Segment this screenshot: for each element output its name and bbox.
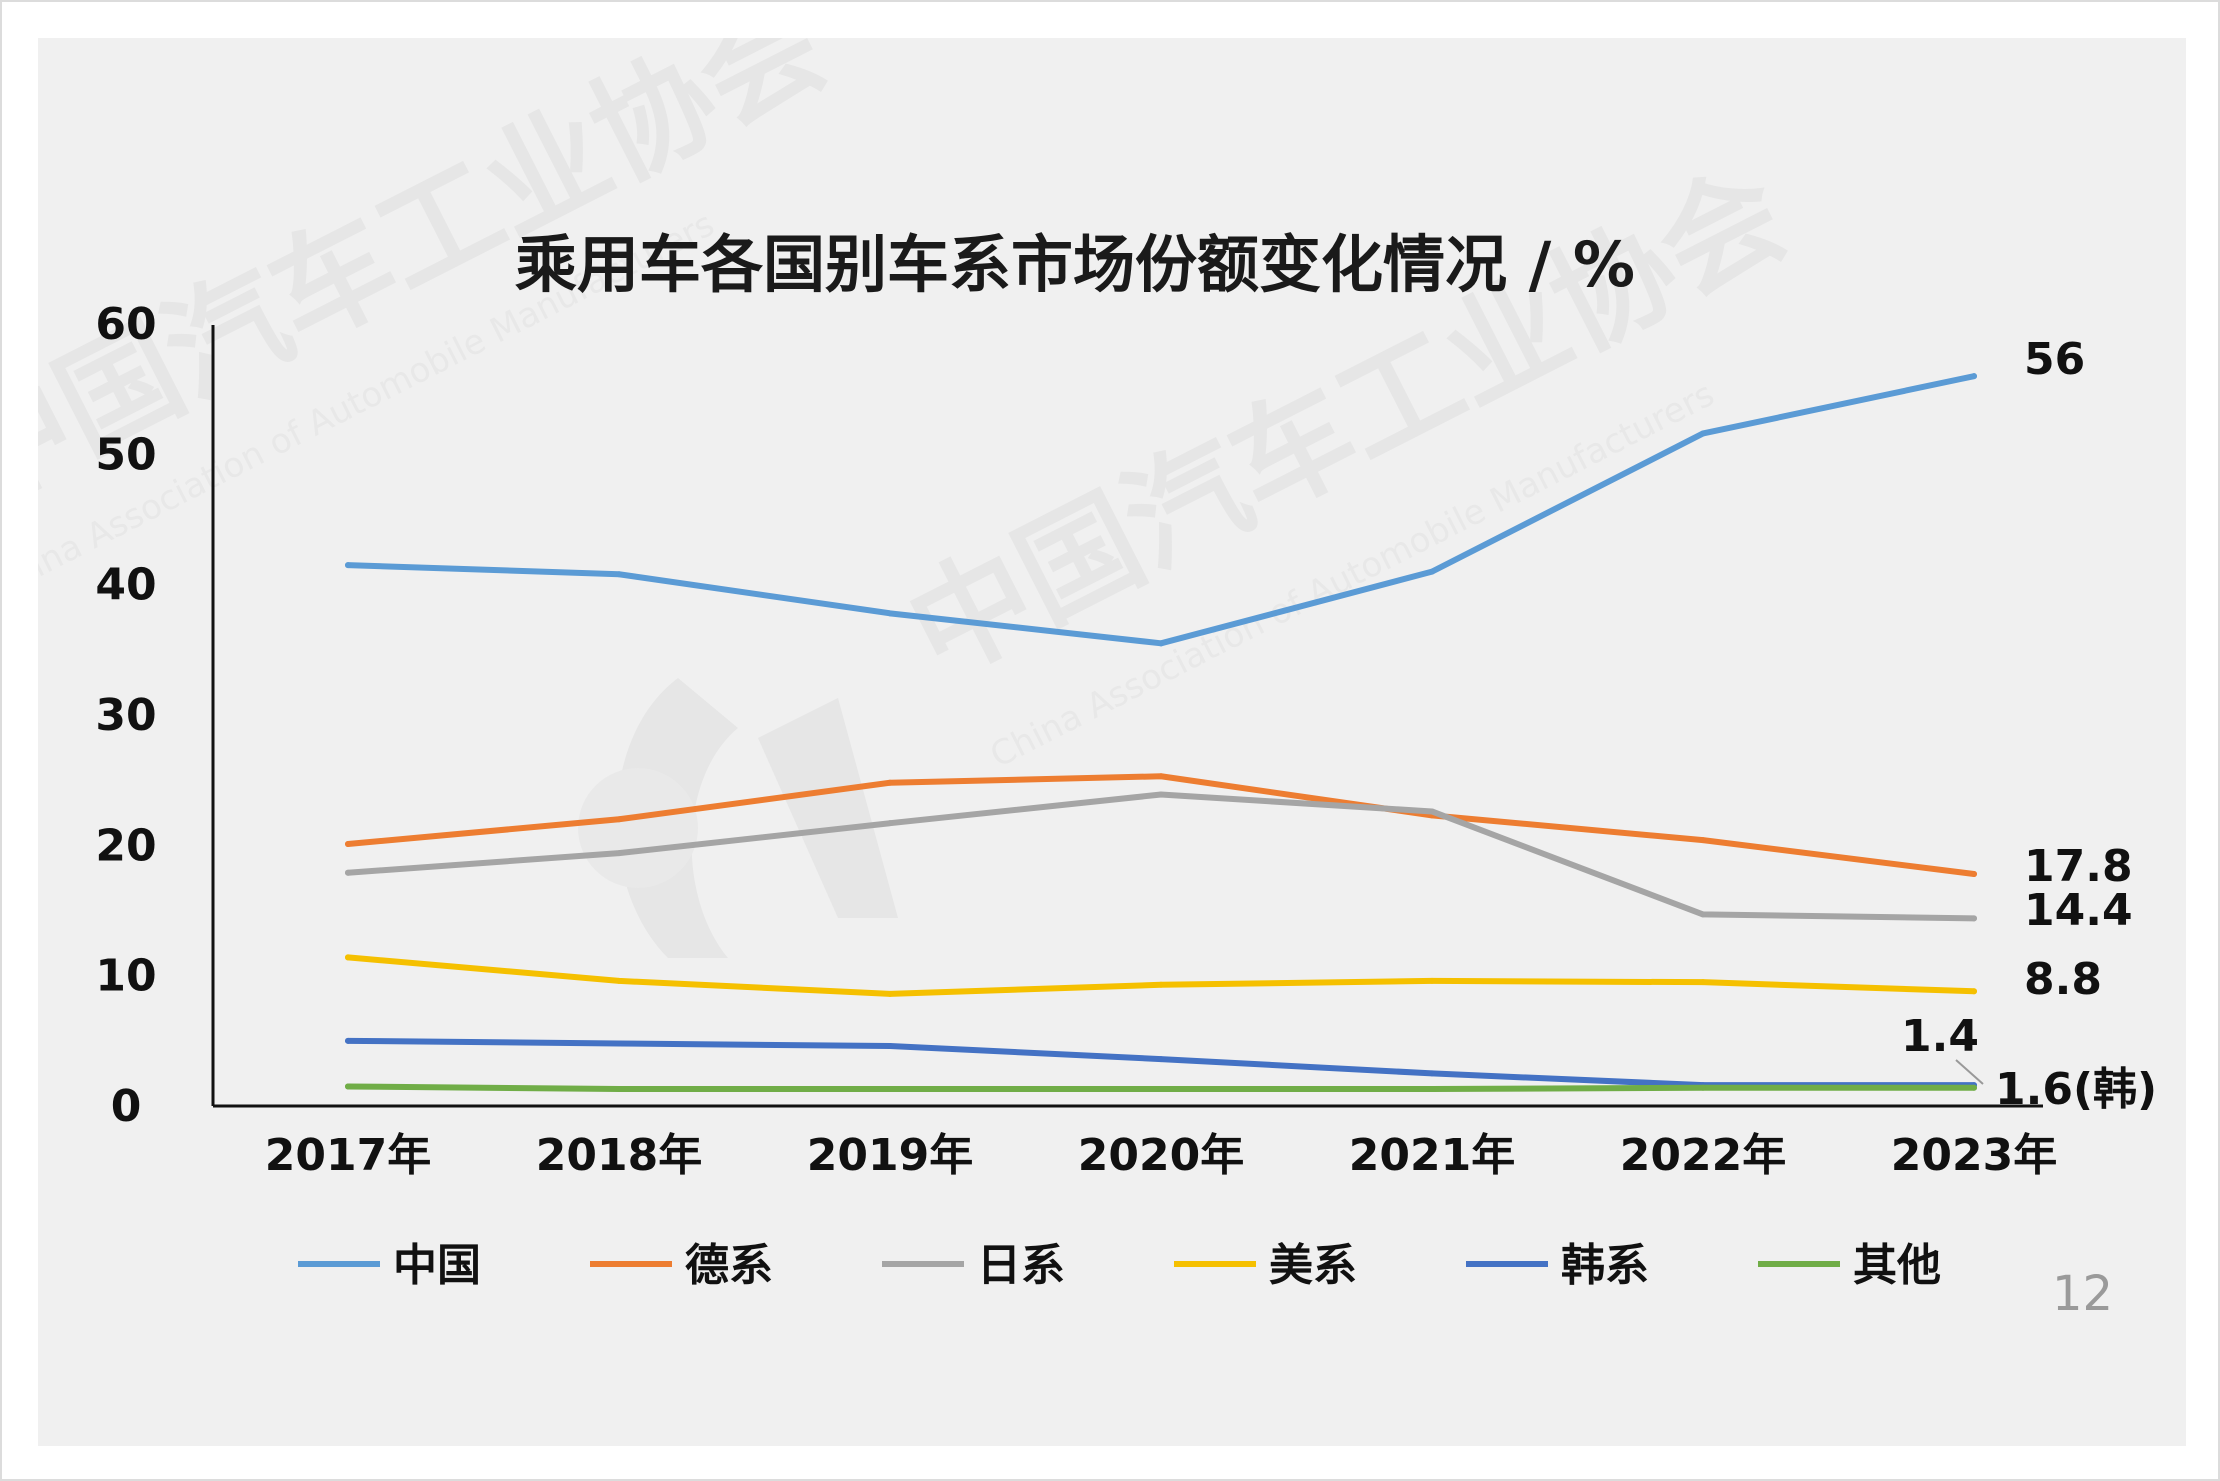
- chart-title: 乘用车各国别车系市场份额变化情况 / %: [515, 228, 1635, 301]
- data-point: [1971, 871, 1977, 878]
- data-point: [345, 869, 351, 876]
- data-point: [1700, 911, 1706, 918]
- data-point: [1700, 837, 1706, 844]
- y-tick-label: 10: [95, 951, 156, 1002]
- end-label: 56: [2024, 334, 2085, 385]
- legend-label: 日系: [977, 1240, 1065, 1291]
- korea-leader-line: [1955, 1059, 1984, 1085]
- data-point: [616, 571, 622, 578]
- legend-label: 其他: [1853, 1240, 1941, 1291]
- legend-label: 美系: [1269, 1240, 1357, 1291]
- end-label: 1.6(韩): [1995, 1064, 2157, 1115]
- y-tick-label: 30: [95, 690, 156, 741]
- data-point: [887, 820, 893, 827]
- data-point: [887, 779, 893, 786]
- data-point: [345, 1037, 351, 1044]
- data-point: [345, 1083, 351, 1090]
- data-point: [1158, 791, 1164, 798]
- data-point: [887, 1043, 893, 1050]
- data-point: [1429, 1070, 1435, 1077]
- data-point: [1700, 979, 1706, 986]
- data-point: [616, 977, 622, 984]
- data-point: [1429, 568, 1435, 575]
- y-tick-label: 50: [95, 429, 156, 480]
- end-label: 17.8: [2024, 841, 2133, 892]
- data-point: [1971, 373, 1977, 380]
- data-point: [1158, 640, 1164, 647]
- x-tick-label: 2021年: [1349, 1130, 1515, 1181]
- end-label: 8.8: [2024, 954, 2102, 1005]
- x-tick-label: 2023年: [1891, 1130, 2057, 1181]
- data-point: [887, 1086, 893, 1093]
- end-label: 14.4: [2024, 885, 2133, 936]
- x-axis-ticks: 2017年 2018年 2019年 2020年 2021年 2022年 2023年: [265, 1130, 2057, 1181]
- y-tick-label: 60: [95, 299, 156, 350]
- data-point: [616, 850, 622, 857]
- data-point: [616, 816, 622, 823]
- data-point: [1158, 1056, 1164, 1063]
- data-point: [1429, 808, 1435, 815]
- y-axis-ticks: 0 10 20 30 40 50 60: [95, 299, 156, 1132]
- y-tick-label: 20: [95, 820, 156, 871]
- data-point: [1700, 430, 1706, 437]
- data-point: [887, 610, 893, 617]
- watermark-logo-icon: [578, 678, 898, 958]
- x-tick-label: 2022年: [1620, 1130, 1786, 1181]
- y-tick-label: 0: [111, 1081, 142, 1132]
- legend: 中国 德系 日系 美系 韩系 其他: [298, 1240, 1941, 1291]
- data-point: [345, 841, 351, 848]
- x-tick-label: 2018年: [536, 1130, 702, 1181]
- y-tick-label: 40: [95, 560, 156, 611]
- data-point: [1429, 977, 1435, 984]
- x-tick-label: 2020年: [1078, 1130, 1244, 1181]
- line-chart: 中国汽车工业协会 China Association of Automobile…: [38, 38, 2157, 1322]
- end-labels: 56 17.814.4 8.8 1.4 1.6(韩): [1901, 334, 2157, 1115]
- data-point: [1158, 981, 1164, 988]
- data-point: [1158, 1086, 1164, 1093]
- data-point: [1429, 1086, 1435, 1093]
- legend-label: 中国: [393, 1240, 481, 1291]
- data-point: [887, 990, 893, 997]
- legend-label: 德系: [685, 1240, 773, 1291]
- legend-label: 韩系: [1561, 1240, 1649, 1291]
- end-label: 1.4: [1901, 1011, 1979, 1062]
- chart-panel: 中国汽车工业协会 China Association of Automobile…: [38, 38, 2186, 1446]
- data-point: [616, 1086, 622, 1093]
- data-point: [1971, 915, 1977, 922]
- data-point: [1971, 1084, 1977, 1091]
- x-tick-label: 2017年: [265, 1130, 431, 1181]
- data-point: [1158, 773, 1164, 780]
- data-point: [345, 562, 351, 569]
- data-point: [345, 954, 351, 961]
- data-point: [1971, 988, 1977, 995]
- series-line-4: [345, 954, 1977, 997]
- series-lines: [345, 373, 1977, 1093]
- page-number: 12: [2052, 1266, 2113, 1322]
- x-tick-label: 2019年: [807, 1130, 973, 1181]
- data-point: [1700, 1084, 1706, 1091]
- series-line-5: [345, 1037, 1977, 1089]
- data-point: [616, 1040, 622, 1047]
